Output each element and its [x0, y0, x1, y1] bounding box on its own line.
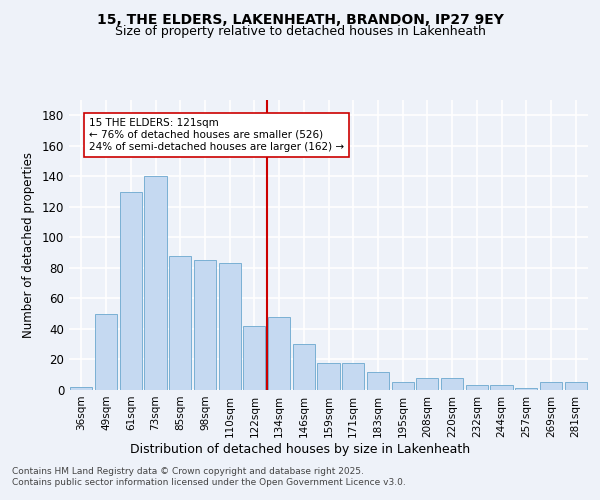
Bar: [565, 382, 587, 390]
Bar: [293, 344, 315, 390]
Text: Size of property relative to detached houses in Lakenheath: Size of property relative to detached ho…: [115, 25, 485, 38]
Bar: [540, 382, 562, 390]
Bar: [268, 316, 290, 390]
Y-axis label: Number of detached properties: Number of detached properties: [22, 152, 35, 338]
Bar: [392, 382, 414, 390]
Bar: [367, 372, 389, 390]
Bar: [317, 362, 340, 390]
Bar: [490, 386, 512, 390]
Bar: [119, 192, 142, 390]
Bar: [145, 176, 167, 390]
Bar: [218, 264, 241, 390]
Bar: [416, 378, 439, 390]
Bar: [515, 388, 538, 390]
Bar: [95, 314, 117, 390]
Bar: [466, 386, 488, 390]
Text: Distribution of detached houses by size in Lakenheath: Distribution of detached houses by size …: [130, 442, 470, 456]
Bar: [243, 326, 265, 390]
Bar: [342, 362, 364, 390]
Text: 15, THE ELDERS, LAKENHEATH, BRANDON, IP27 9EY: 15, THE ELDERS, LAKENHEATH, BRANDON, IP2…: [97, 12, 503, 26]
Bar: [441, 378, 463, 390]
Text: 15 THE ELDERS: 121sqm
← 76% of detached houses are smaller (526)
24% of semi-det: 15 THE ELDERS: 121sqm ← 76% of detached …: [89, 118, 344, 152]
Bar: [194, 260, 216, 390]
Text: Contains HM Land Registry data © Crown copyright and database right 2025.
Contai: Contains HM Land Registry data © Crown c…: [12, 468, 406, 487]
Bar: [70, 387, 92, 390]
Bar: [169, 256, 191, 390]
